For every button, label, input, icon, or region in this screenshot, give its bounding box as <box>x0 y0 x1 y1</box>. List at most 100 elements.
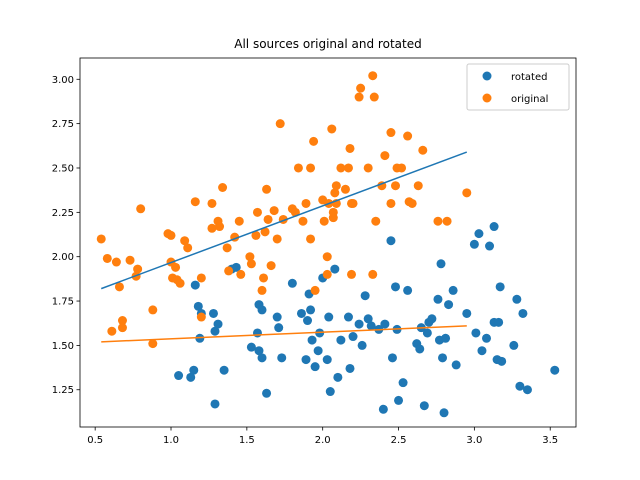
original-point-5 <box>117 316 127 326</box>
original-point-59 <box>319 216 329 226</box>
x-tick-label-3: 2.0 <box>315 435 331 446</box>
rotated-point-81 <box>485 241 495 251</box>
original-point-1 <box>102 253 112 263</box>
original-point-9 <box>133 264 143 274</box>
rotated-point-26 <box>301 355 311 365</box>
original-point-57 <box>310 285 320 295</box>
original-point-2 <box>107 326 117 336</box>
rotated-point-31 <box>310 362 320 372</box>
original-point-93 <box>413 181 423 191</box>
original-point-33 <box>234 216 244 226</box>
rotated-point-85 <box>494 317 504 327</box>
original-point-66 <box>330 188 340 198</box>
original-point-39 <box>257 285 267 295</box>
original-point-95 <box>433 216 443 226</box>
original-point-54 <box>306 163 316 173</box>
original-point-4 <box>114 282 124 292</box>
original-point-60 <box>322 252 332 262</box>
original-point-75 <box>347 269 357 279</box>
rotated-point-7 <box>208 308 218 318</box>
original-point-17 <box>171 262 181 272</box>
original-point-82 <box>371 216 381 226</box>
y-tick-label-3: 2.00 <box>52 252 74 263</box>
rotated-point-27 <box>303 316 313 326</box>
original-point-92 <box>407 198 417 208</box>
original-point-20 <box>180 236 190 246</box>
rotated-point-29 <box>306 305 316 315</box>
rotated-point-15 <box>252 328 262 338</box>
rotated-point-74 <box>451 360 461 370</box>
original-point-78 <box>363 163 373 173</box>
rotated-point-60 <box>415 344 425 354</box>
rotated-point-71 <box>441 333 451 343</box>
rotated-point-20 <box>262 388 272 398</box>
rotated-point-25 <box>296 308 306 318</box>
original-point-26 <box>207 198 217 208</box>
y-tick-label-2: 1.75 <box>52 297 74 308</box>
rotated-point-14 <box>246 342 256 352</box>
rotated-point-57 <box>398 378 408 388</box>
rotated-point-32 <box>313 346 323 356</box>
original-point-55 <box>306 234 316 244</box>
rotated-point-87 <box>497 356 507 366</box>
original-point-44 <box>266 261 276 271</box>
rotated-point-51 <box>380 319 390 329</box>
chart-title: All sources original and rotated <box>234 37 421 51</box>
original-point-12 <box>148 339 158 349</box>
rotated-point-92 <box>522 385 532 395</box>
rotated-point-86 <box>495 282 505 292</box>
rotated-point-43 <box>348 332 358 342</box>
rotated-point-70 <box>439 408 449 418</box>
original-point-10 <box>136 204 146 214</box>
original-point-63 <box>327 124 337 134</box>
original-point-56 <box>309 136 319 146</box>
rotated-fit-line <box>100 151 468 290</box>
x-tick-label-5: 3.0 <box>466 435 482 446</box>
original-point-76 <box>354 92 364 102</box>
original-point-80 <box>368 269 378 279</box>
original-point-43 <box>263 214 273 224</box>
rotated-point-1 <box>186 372 196 382</box>
original-point-42 <box>262 184 272 194</box>
rotated-point-0 <box>174 371 184 381</box>
rotated-point-45 <box>357 340 367 350</box>
x-tick-label-1: 1.0 <box>163 435 179 446</box>
rotated-point-93 <box>550 365 560 375</box>
rotated-point-53 <box>387 353 397 363</box>
rotated-point-46 <box>360 291 370 301</box>
original-point-19 <box>175 278 185 288</box>
rotated-point-44 <box>354 319 364 329</box>
rotated-point-63 <box>422 328 432 338</box>
original-fit-line <box>101 325 467 343</box>
rotated-point-65 <box>427 314 437 324</box>
original-point-41 <box>260 227 270 237</box>
legend-marker-original <box>482 93 492 103</box>
original-point-81 <box>369 92 379 102</box>
original-point-23 <box>196 273 206 283</box>
original-point-53 <box>301 198 311 208</box>
rotated-point-2 <box>189 365 199 375</box>
rotated-point-11 <box>219 365 229 375</box>
rotated-point-89 <box>512 294 522 304</box>
rotated-point-88 <box>509 340 519 350</box>
rotated-point-56 <box>394 395 404 405</box>
original-point-51 <box>293 163 303 173</box>
original-series <box>96 71 472 349</box>
y-tick-label-7: 3.00 <box>52 75 74 86</box>
y-tick-label-1: 1.50 <box>52 341 74 352</box>
original-point-71 <box>343 163 353 173</box>
rotated-point-47 <box>363 314 373 324</box>
original-point-22 <box>190 197 200 207</box>
original-point-37 <box>251 230 261 240</box>
y-tick-label-0: 1.25 <box>52 385 74 396</box>
original-point-61 <box>322 269 332 279</box>
original-point-85 <box>386 128 396 138</box>
original-point-46 <box>272 234 282 244</box>
original-point-7 <box>125 255 135 265</box>
legend-label-original: original <box>511 94 548 105</box>
original-point-74 <box>348 198 358 208</box>
rotated-point-75 <box>462 308 472 318</box>
original-point-28 <box>215 222 225 232</box>
rotated-point-35 <box>322 355 332 365</box>
